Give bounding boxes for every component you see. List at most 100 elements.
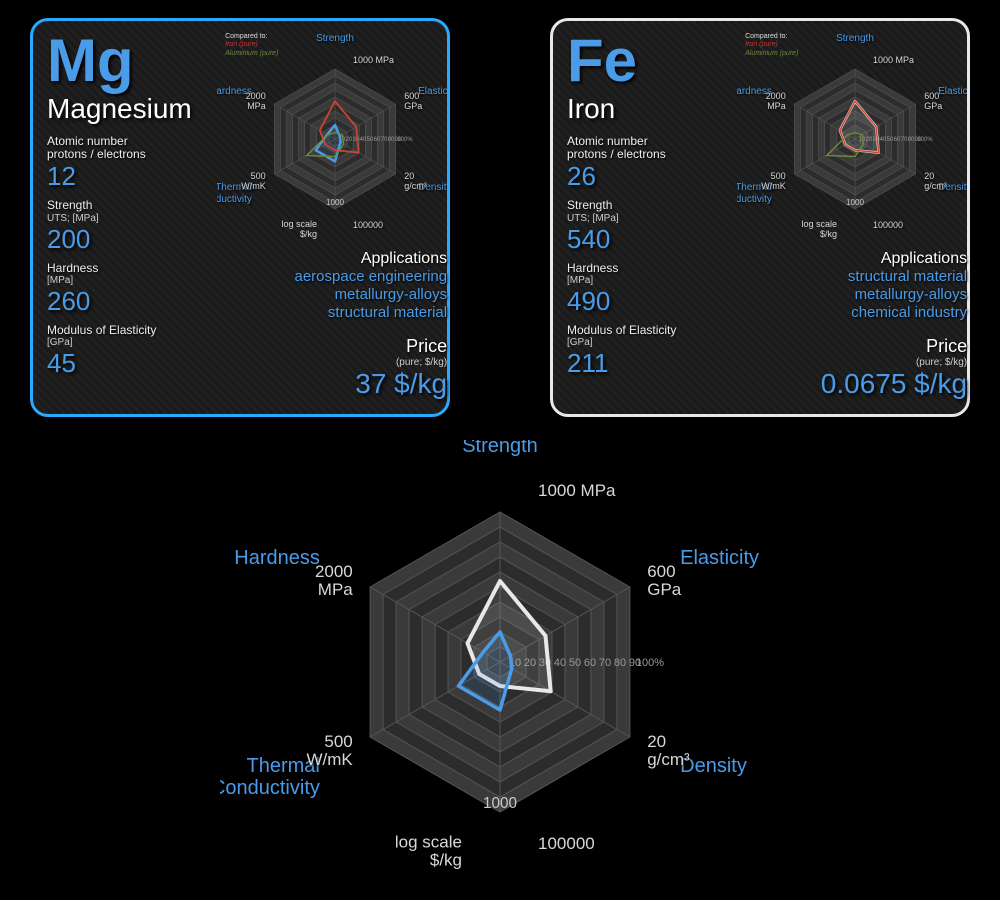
application-item: metallurgy-alloys	[217, 286, 447, 304]
property-value: 490	[567, 288, 729, 314]
svg-text:20g/cm³: 20g/cm³	[924, 171, 947, 191]
legend-line: Iron (pure)	[745, 41, 798, 49]
property-sublabel: [GPa]	[47, 337, 209, 348]
svg-text:600GPa: 600GPa	[647, 562, 682, 599]
price-block: Price (pure; $/kg) 0.0675 $/kg	[737, 336, 967, 400]
property-value: 26	[567, 163, 729, 189]
property-group: Modulus of Elasticity[GPa] 211	[567, 324, 729, 376]
application-item: structural material	[217, 304, 447, 322]
legend-line: Iron (pure)	[225, 41, 278, 49]
property-sublabel: [GPa]	[567, 337, 729, 348]
element-card-mg: MgMagnesium Atomic numberprotons / electr…	[30, 18, 450, 417]
property-label: Atomic numberprotons / electrons	[47, 135, 209, 161]
element-name: Iron	[567, 93, 729, 125]
property-value: 540	[567, 226, 729, 252]
property-label: Strength	[47, 199, 209, 212]
property-sublabel: [MPa]	[567, 275, 729, 286]
legend-title: Compared to:	[745, 33, 798, 41]
svg-text:1000: 1000	[846, 198, 865, 207]
svg-text:1000 MPa: 1000 MPa	[538, 481, 616, 500]
price-title: Price	[737, 336, 967, 357]
property-group: Atomic numberprotons / electrons12	[47, 135, 209, 189]
price-sublabel: (pure; $/kg)	[737, 357, 967, 368]
radar-chart-small: 102030405060708090100%Strength1000 MPaEl…	[217, 31, 447, 241]
property-label: Hardness	[567, 262, 729, 275]
property-label: Atomic numberprotons / electrons	[567, 135, 729, 161]
applications-block: Applicationsaerospace engineeringmetallu…	[217, 250, 447, 322]
svg-text:100%: 100%	[397, 137, 413, 143]
radar-chart-small: 102030405060708090100%Strength1000 MPaEl…	[737, 31, 967, 241]
svg-text:70: 70	[599, 657, 611, 669]
svg-text:500W/mK: 500W/mK	[306, 732, 353, 769]
property-sublabel: [MPa]	[47, 275, 209, 286]
svg-text:100%: 100%	[917, 137, 933, 143]
price-value: 0.0675 $/kg	[737, 368, 967, 400]
svg-text:20g/cm³: 20g/cm³	[647, 732, 690, 769]
element-symbol: Fe	[567, 31, 729, 91]
svg-text:60: 60	[584, 657, 596, 669]
svg-text:Elasticity: Elasticity	[938, 86, 967, 97]
radar-chart-large: 102030405060708090100%Strength1000 MPaEl…	[220, 440, 780, 880]
svg-text:2000MPa: 2000MPa	[315, 562, 353, 599]
svg-text:20g/cm³: 20g/cm³	[404, 171, 427, 191]
svg-text:Strength: Strength	[462, 440, 538, 457]
property-value: 260	[47, 288, 209, 314]
svg-text:1000: 1000	[326, 198, 345, 207]
applications-title: Applications	[217, 250, 447, 268]
svg-text:1000 MPa: 1000 MPa	[353, 55, 394, 65]
svg-text:2000MPa: 2000MPa	[246, 91, 266, 111]
property-label: Hardness	[47, 262, 209, 275]
svg-text:1000: 1000	[483, 795, 517, 812]
legend-line: Aluminium (pure)	[745, 50, 798, 58]
application-item: aerospace engineering	[217, 268, 447, 286]
svg-text:Elasticity: Elasticity	[418, 86, 447, 97]
property-label: Modulus of Elasticity	[567, 324, 729, 337]
price-block: Price (pure; $/kg) 37 $/kg	[217, 336, 447, 400]
application-item: structural material	[737, 268, 967, 286]
svg-text:Hardness: Hardness	[234, 547, 320, 569]
svg-text:500W/mK: 500W/mK	[241, 171, 266, 191]
price-title: Price	[217, 336, 447, 357]
property-value: 211	[567, 350, 729, 376]
property-group: Hardness[MPa] 490	[567, 262, 729, 314]
radar-legend: Compared to: Iron (pure) Aluminium (pure…	[745, 33, 798, 58]
svg-text:50: 50	[569, 657, 581, 669]
svg-text:ThermalConductivity: ThermalConductivity	[220, 755, 320, 799]
comparison-radar-large: 102030405060708090100%Strength1000 MPaEl…	[220, 440, 780, 880]
svg-text:100000: 100000	[873, 220, 903, 230]
svg-text:2000MPa: 2000MPa	[766, 91, 786, 111]
property-sublabel: UTS; [MPa]	[47, 213, 209, 224]
property-value: 200	[47, 226, 209, 252]
svg-text:100000: 100000	[353, 220, 383, 230]
property-label: Strength	[567, 199, 729, 212]
property-group: Atomic numberprotons / electrons26	[567, 135, 729, 189]
svg-text:Density: Density	[680, 755, 747, 777]
svg-text:500W/mK: 500W/mK	[761, 171, 786, 191]
svg-text:Strength: Strength	[836, 33, 874, 44]
property-group: StrengthUTS; [MPa] 540	[567, 199, 729, 251]
svg-text:log scale$/kg: log scale$/kg	[802, 219, 838, 239]
legend-title: Compared to:	[225, 33, 278, 41]
applications-block: Applicationsstructural materialmetallurg…	[737, 250, 967, 322]
property-value: 12	[47, 163, 209, 189]
svg-text:Strength: Strength	[316, 33, 354, 44]
legend-line: Aluminium (pure)	[225, 50, 278, 58]
property-value: 45	[47, 350, 209, 376]
svg-text:1000 MPa: 1000 MPa	[873, 55, 914, 65]
application-item: chemical industry	[737, 304, 967, 322]
svg-text:40: 40	[554, 657, 566, 669]
element-name: Magnesium	[47, 93, 209, 125]
price-sublabel: (pure; $/kg)	[217, 357, 447, 368]
property-label: Modulus of Elasticity	[47, 324, 209, 337]
svg-text:80: 80	[614, 657, 626, 669]
application-item: metallurgy-alloys	[737, 286, 967, 304]
property-group: Hardness[MPa] 260	[47, 262, 209, 314]
svg-text:log scale$/kg: log scale$/kg	[282, 219, 318, 239]
svg-text:100000: 100000	[538, 834, 595, 853]
element-card-fe: FeIron Atomic numberprotons / electrons26…	[550, 18, 970, 417]
property-sublabel: UTS; [MPa]	[567, 213, 729, 224]
applications-title: Applications	[737, 250, 967, 268]
svg-text:Elasticity: Elasticity	[680, 547, 759, 569]
element-symbol: Mg	[47, 31, 209, 91]
radar-legend: Compared to: Iron (pure) Aluminium (pure…	[225, 33, 278, 58]
